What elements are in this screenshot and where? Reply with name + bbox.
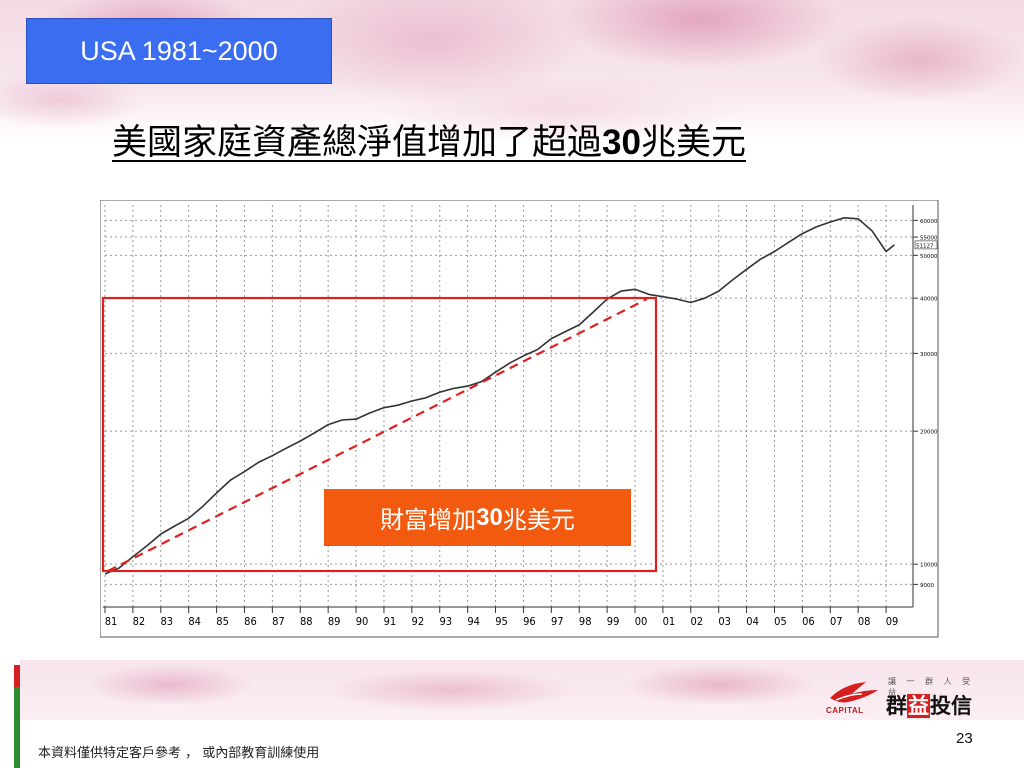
logo-english-text: CAPITAL — [826, 706, 864, 715]
x-tick-label: 06 — [802, 615, 815, 628]
y-tick-label: 20000 — [920, 430, 938, 436]
callout-suffix: 兆美元 — [502, 506, 575, 534]
x-tick-label: 92 — [412, 615, 425, 628]
x-tick-label: 97 — [551, 615, 564, 628]
side-accent-bar — [14, 665, 20, 768]
x-tick-label: 94 — [467, 615, 480, 628]
x-tick-label: 90 — [356, 615, 369, 628]
x-tick-label: 83 — [160, 615, 173, 628]
x-tick-label: 07 — [830, 615, 843, 628]
x-tick-label: 82 — [133, 615, 146, 628]
x-tick-label: 96 — [523, 615, 536, 628]
y-tick-label: 60000 — [920, 219, 938, 225]
y-tick-label: 40000 — [920, 297, 938, 303]
logo-chinese-name: 群益投信 — [886, 690, 972, 720]
x-tick-label: 93 — [439, 615, 452, 628]
y-tick-label: 10000 — [920, 563, 938, 569]
x-tick-label: 09 — [886, 615, 899, 628]
wealth-gain-callout: 財富增加 30 兆美元 — [324, 489, 631, 546]
x-tick-label: 98 — [579, 615, 592, 628]
chart-frame — [100, 200, 939, 638]
logo-slogan: 讓 一 群 人 受 益 — [888, 677, 975, 697]
footer-background — [20, 660, 1024, 720]
net-worth-chart: 6000055000500004000030000200001000090005… — [100, 200, 939, 638]
y-tick-label: 55000 — [920, 236, 938, 242]
logo-char-1: 群 — [886, 694, 907, 718]
x-tick-label: 85 — [216, 615, 229, 628]
callout-number: 30 — [476, 503, 503, 531]
x-tick-label: 08 — [858, 615, 871, 628]
x-tick-label: 99 — [607, 615, 620, 628]
series-layer — [104, 216, 895, 575]
x-tick-label: 91 — [384, 615, 397, 628]
capital-logo: CAPITAL 讓 一 群 人 受 益 群益投信 — [826, 676, 986, 722]
last-value-label: 51127 — [916, 243, 934, 249]
x-tick-label: 81 — [105, 615, 118, 628]
logo-char-rest: 投信 — [930, 694, 972, 718]
capital-bird-icon — [830, 682, 878, 703]
x-tick-label: 86 — [244, 615, 257, 628]
x-tick-label: 84 — [188, 615, 201, 628]
x-tick-label: 89 — [328, 615, 341, 628]
trend-line — [107, 298, 648, 572]
last-value-box — [914, 240, 938, 250]
series-line — [104, 216, 895, 575]
title-prefix: 美國家庭資產總淨值增加了超過 — [112, 123, 603, 163]
x-tick-label: 87 — [272, 615, 285, 628]
page-number: 23 — [956, 730, 973, 747]
region-period-tag: USA 1981~2000 — [26, 18, 332, 84]
x-axis-ticks: 81 82 83 84 85 86 87 88 89 90 91 92 93 94 95 96 97 98 99 00… — [104, 607, 899, 628]
title-suffix: 兆美元 — [640, 123, 746, 163]
x-tick-label: 95 — [495, 615, 508, 628]
y-axis-ticks: 60000 55000 50000 40000 30000 20000 10000 9000 5… — [913, 219, 938, 589]
y-tick-label: 50000 — [920, 254, 938, 260]
x-tick-label: 03 — [718, 615, 731, 628]
title-number: 30 — [602, 123, 641, 162]
x-tick-label: 00 — [635, 615, 648, 628]
y-tick-label: 9000 — [920, 583, 934, 589]
y-tick-label: 30000 — [920, 352, 938, 358]
highlight-box — [101, 296, 658, 573]
footer-disclaimer: 本資料僅供特定客戶參考 ， 或內部教育訓練使用 — [38, 746, 320, 761]
x-tick-label: 88 — [300, 615, 313, 628]
x-tick-label: 04 — [746, 615, 759, 628]
callout-prefix: 財富增加 — [380, 506, 477, 534]
x-tick-label: 02 — [690, 615, 703, 628]
slide-title: 美國家庭資產總淨值增加了超過30兆美元 — [112, 114, 746, 165]
logo-char-highlight: 益 — [907, 694, 930, 718]
x-tick-label: 01 — [663, 615, 676, 628]
x-tick-label: 05 — [774, 615, 787, 628]
